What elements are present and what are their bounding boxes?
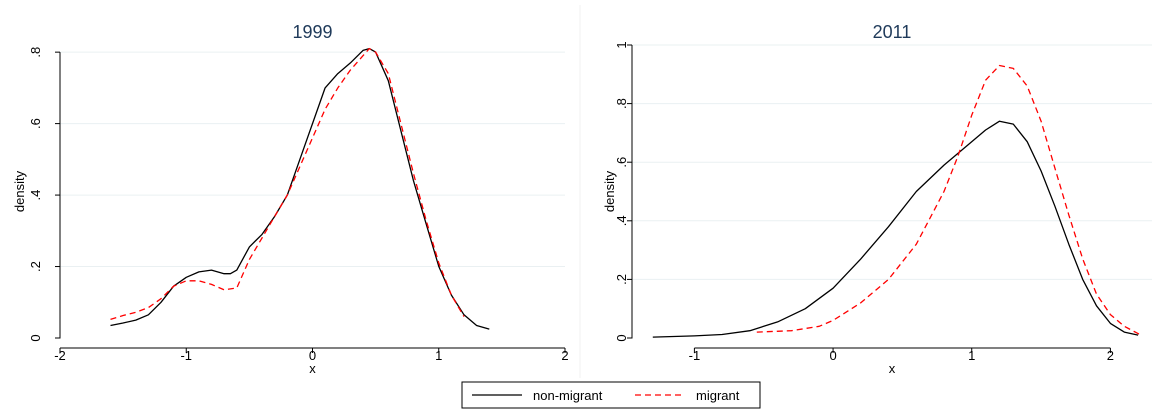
chart-title: 2011 — [873, 22, 912, 42]
y-axis-label: density — [12, 170, 27, 212]
x-tick-label: 0 — [829, 348, 836, 363]
x-tick-label: 0 — [309, 348, 316, 363]
y-tick-label: .4 — [28, 190, 43, 201]
y-tick-label: .4 — [614, 215, 629, 226]
y-tick-label: 1 — [614, 41, 629, 48]
y-tick-label: .2 — [614, 274, 629, 285]
x-tick-label: 1 — [435, 348, 442, 363]
series-line-migrant — [110, 47, 465, 321]
x-tick-label: 1 — [968, 348, 975, 363]
series-line-migrant — [756, 64, 1143, 336]
x-tick-label: 2 — [1107, 348, 1114, 363]
legend-label-non-migrant: non-migrant — [533, 388, 603, 403]
x-tick-label: 2 — [561, 348, 568, 363]
y-tick-label: .6 — [28, 118, 43, 129]
y-axis-label: density — [602, 170, 617, 212]
x-axis-label: x — [309, 361, 316, 376]
legend: non-migrant migrant — [461, 381, 761, 409]
chart-title: 1999 — [292, 22, 332, 42]
x-tick-label: -1 — [689, 348, 701, 363]
legend-label-migrant: migrant — [696, 388, 740, 403]
x-tick-label: -1 — [180, 348, 192, 363]
panel-1999: 1999 density x 0 .2 .4 .6 .8 -2 -1 0 1 2 — [12, 22, 569, 376]
y-tick-label: 0 — [28, 334, 43, 341]
y-tick-label: .8 — [614, 98, 629, 109]
y-tick-label: 0 — [614, 334, 629, 341]
y-tick-label: .8 — [28, 47, 43, 58]
x-axis-label: x — [889, 361, 896, 376]
series-line-non-migrant — [110, 47, 490, 330]
y-tick-label: .6 — [614, 157, 629, 168]
y-tick-label: .2 — [28, 261, 43, 272]
panel-2011: 2011 density x 0 .2 .4 .6 .8 1 -1 0 1 2 — [602, 22, 1152, 376]
x-tick-label: -2 — [54, 348, 66, 363]
series-line-non-migrant — [652, 120, 1139, 338]
